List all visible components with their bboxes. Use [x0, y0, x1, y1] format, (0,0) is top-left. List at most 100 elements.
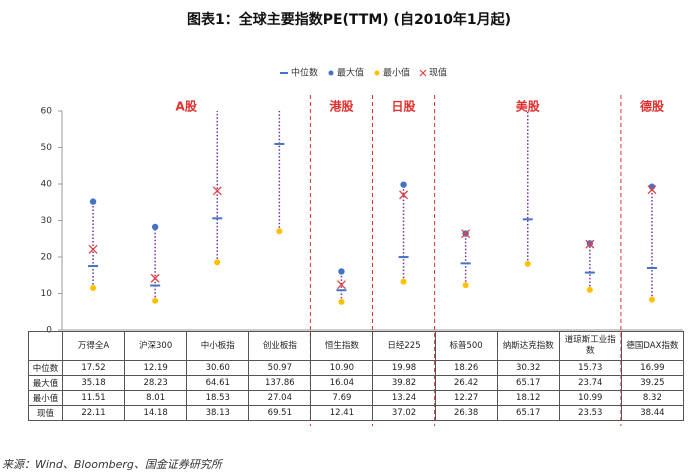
current-mark [150, 273, 160, 283]
group-label: 美股 [516, 99, 541, 114]
y-tick-label: 50 [41, 143, 53, 153]
table-cell: 137.86 [248, 375, 312, 391]
table-row: 现值 22.11 14.18 38.13 69.51 12.41 37.02 26.38 65.… [28, 405, 684, 421]
y-tick-label: 60 [41, 107, 53, 117]
legend-label: 最大值 [337, 67, 364, 79]
table-cell: 17.52 [61, 360, 126, 376]
min-mark [586, 286, 593, 293]
table-cell [28, 331, 63, 361]
current-mark [647, 185, 657, 195]
current-mark [524, 88, 532, 96]
table-cell: 12.41 [310, 405, 374, 421]
table-cell: 10.90 [310, 360, 374, 376]
table-cell: 64.61 [186, 375, 250, 391]
table-cell: 18.53 [186, 390, 250, 406]
table-cell: 18.12 [496, 390, 560, 406]
table-cell: 现值 [28, 405, 63, 421]
min-mark [648, 296, 655, 303]
table-cell: 28.23 [124, 375, 188, 391]
table-cell: 30.60 [186, 360, 250, 376]
table-row: 最小值 11.51 8.01 18.53 27.04 7.69 13.24 12.27 18.1… [28, 390, 684, 406]
table-cell: 38.44 [620, 405, 684, 421]
table-cell: 38.13 [186, 405, 250, 421]
table-cell: 65.17 [496, 375, 560, 391]
table-cell: 日经225 [372, 331, 436, 361]
y-tick-label: 10 [41, 289, 53, 299]
table-cell: 37.02 [372, 405, 436, 421]
table-cell: 39.25 [620, 375, 684, 391]
table-cell: 12.27 [434, 390, 498, 406]
min-mark [400, 278, 407, 285]
source-note: 来源：Wind、Bloomberg、国金证券研究所 [2, 458, 222, 471]
table-cell: 30.32 [496, 360, 560, 376]
table-cell: 12.19 [124, 360, 188, 376]
table-cell: 65.17 [496, 405, 560, 421]
table-cell: 13.24 [372, 390, 436, 406]
table-row: 最大值 35.18 28.23 64.61 137.86 16.04 39.82 26.42 6… [28, 375, 684, 391]
table-cell: 沪深300 [124, 331, 188, 361]
group-label: A股 [176, 99, 198, 114]
table-cell: 7.69 [310, 390, 374, 406]
min-mark [462, 282, 469, 289]
legend-label: 最小值 [383, 67, 410, 79]
table-cell: 23.53 [558, 405, 622, 421]
group-label: 日股 [392, 99, 417, 114]
max-mark [525, 89, 531, 95]
table-row: 中位数 17.52 12.19 30.60 50.97 10.90 19.98 18.26 30… [28, 360, 684, 376]
legend-marker [328, 70, 334, 76]
table-cell: 10.99 [558, 390, 622, 406]
legend-label: 现值 [429, 67, 447, 79]
table-cell: 恒生指数 [310, 331, 374, 361]
max-mark [214, 91, 220, 97]
table-cell: 道琼斯工业指数 [558, 331, 622, 361]
table-cell: 50.97 [248, 360, 312, 376]
current-mark [336, 280, 346, 290]
table-cell: 22.11 [61, 405, 126, 421]
min-mark [276, 228, 283, 235]
y-tick-label: 20 [41, 253, 53, 263]
table-cell: 39.82 [372, 375, 436, 391]
table-cell: 最小值 [28, 390, 63, 406]
y-tick-label: 30 [41, 216, 53, 226]
table-cell: 创业板指 [248, 331, 312, 361]
table-cell: 15.73 [558, 360, 622, 376]
table-cell: 27.04 [248, 390, 312, 406]
table-cell: 纳斯达克指数 [496, 331, 560, 361]
legend-marker [374, 70, 380, 76]
chart-title: 图表1：全球主要指数PE(TTM) (自2010年1月起) [187, 11, 511, 28]
current-mark [212, 186, 222, 196]
table-cell: 18.26 [434, 360, 498, 376]
table-cell: 德国DAX指数 [620, 331, 684, 361]
current-mark [88, 244, 98, 254]
table-cell: 14.18 [124, 405, 188, 421]
table-cell: 26.42 [434, 375, 498, 391]
y-tick-label: 0 [46, 326, 52, 336]
plot-area [88, 88, 657, 305]
table-cell: 中小板指 [186, 331, 250, 361]
y-tick-label: 40 [41, 180, 53, 190]
min-mark [338, 298, 345, 305]
current-mark [461, 229, 471, 239]
legend-label: 中位数 [291, 67, 318, 79]
table-cell: 16.99 [620, 360, 684, 376]
table-cell: 标普500 [434, 331, 498, 361]
group-label: 港股 [329, 99, 354, 114]
table-cell: 11.51 [61, 390, 126, 406]
current-mark [399, 190, 409, 200]
max-mark [400, 181, 407, 188]
table-cell: 16.04 [310, 375, 374, 391]
table-cell: 中位数 [28, 360, 63, 376]
table-cell: 69.51 [248, 405, 312, 421]
table-header: 万得全A 沪深300 中小板指 创业板指 恒生指数 日经225 标普500 纳斯达克指数 道琼斯… [28, 331, 684, 361]
table-cell: 23.74 [558, 375, 622, 391]
table-cell: 最大值 [28, 375, 63, 391]
min-mark [524, 260, 531, 267]
group-label: 德股 [640, 99, 665, 114]
min-mark [90, 284, 97, 291]
max-mark [151, 223, 159, 231]
max-mark [338, 268, 345, 275]
min-mark [152, 297, 159, 304]
table-cell: 26.38 [434, 405, 498, 421]
table-cell: 8.01 [124, 390, 188, 406]
